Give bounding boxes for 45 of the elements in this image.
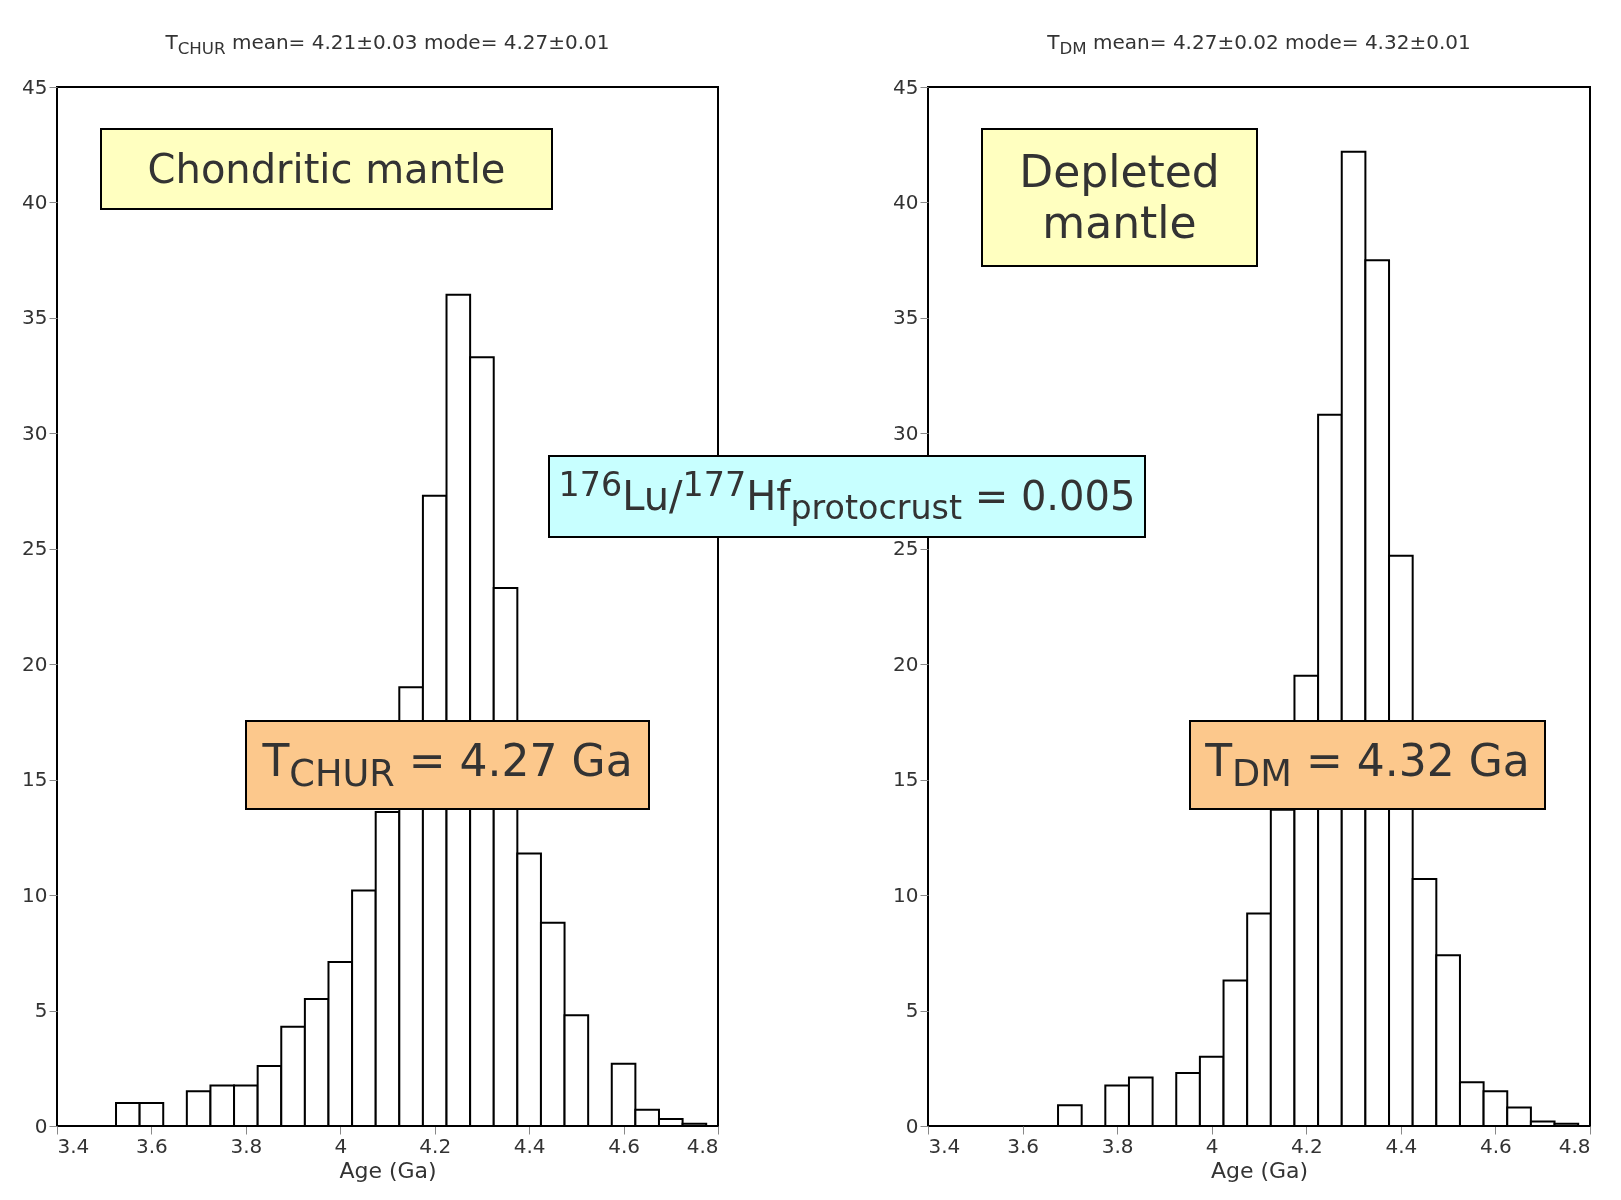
x-tick-label: 4	[334, 1133, 348, 1158]
annotation: Depleted mantle	[1018, 145, 1221, 249]
y-tick-label: 45	[893, 74, 919, 99]
y-tick-label: 20	[893, 651, 919, 676]
x-tick-label: 4.2	[1290, 1133, 1323, 1158]
y-tick-label: 40	[893, 189, 919, 214]
y-tick-label: 25	[22, 536, 48, 561]
x-tick-label: 3.4	[928, 1133, 961, 1158]
y-tick-label: 0	[905, 1113, 919, 1138]
y-tick-label: 10	[22, 882, 48, 907]
annotation: $^{176}$Lu/$^{177}$Hf$_{protocrust}$ = 0.005	[558, 464, 1136, 528]
y-tick-label: 5	[905, 998, 919, 1023]
x-tick-label: 3.6	[1007, 1133, 1039, 1158]
x-tick-label: 4.4	[1385, 1133, 1418, 1158]
x-tick-label: 3.4	[57, 1133, 90, 1158]
x-axis-title: Age (Ga)	[339, 1157, 437, 1183]
y-tick-label: 45	[22, 74, 48, 99]
y-tick-label: 10	[893, 882, 919, 907]
chart-title: T$_{CHUR}$ mean= 4.21±0.03 mode= 4.27±0.01	[164, 30, 611, 58]
x-tick-label: 4.8	[686, 1133, 719, 1158]
x-tick-label: 3.8	[1101, 1133, 1134, 1158]
y-tick-label: 5	[34, 998, 48, 1023]
annotation: T$_{DM}$ = 4.32 Ga	[1205, 734, 1530, 795]
x-tick-label: 4.8	[1558, 1133, 1591, 1158]
x-tick-label: 3.6	[136, 1133, 168, 1158]
y-tick-label: 35	[893, 305, 919, 330]
annotation: Chondritic mantle	[147, 146, 506, 192]
y-tick-label: 30	[893, 420, 919, 445]
x-tick-label: 4.6	[608, 1133, 640, 1158]
y-tick-label: 30	[22, 420, 48, 445]
x-tick-label: 4.6	[1480, 1133, 1512, 1158]
annotation: T$_{CHUR}$ = 4.27 Ga	[262, 734, 633, 795]
chart-title: T$_{DM}$ mean= 4.27±0.02 mode= 4.32±0.01	[1046, 30, 1472, 58]
y-tick-label: 40	[22, 189, 48, 214]
y-tick-label: 15	[893, 767, 919, 792]
y-tick-label: 0	[34, 1113, 48, 1138]
x-tick-label: 4.4	[513, 1133, 546, 1158]
y-tick-label: 20	[22, 651, 48, 676]
y-tick-label: 35	[22, 305, 48, 330]
y-tick-label: 25	[893, 536, 919, 561]
x-axis-title: Age (Ga)	[1210, 1157, 1309, 1183]
y-tick-label: 15	[22, 767, 48, 792]
x-tick-label: 4.2	[419, 1133, 452, 1158]
x-tick-label: 3.8	[230, 1133, 263, 1158]
x-tick-label: 4	[1205, 1133, 1219, 1158]
